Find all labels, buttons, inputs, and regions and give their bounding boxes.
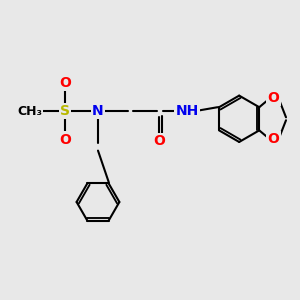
Text: O: O: [59, 133, 71, 147]
Text: O: O: [268, 132, 279, 146]
Text: N: N: [92, 104, 104, 118]
Text: S: S: [60, 104, 70, 118]
Text: O: O: [268, 91, 279, 105]
Text: O: O: [59, 76, 71, 90]
Text: CH₃: CH₃: [18, 105, 43, 118]
Text: NH: NH: [176, 104, 199, 118]
Text: O: O: [153, 134, 165, 148]
